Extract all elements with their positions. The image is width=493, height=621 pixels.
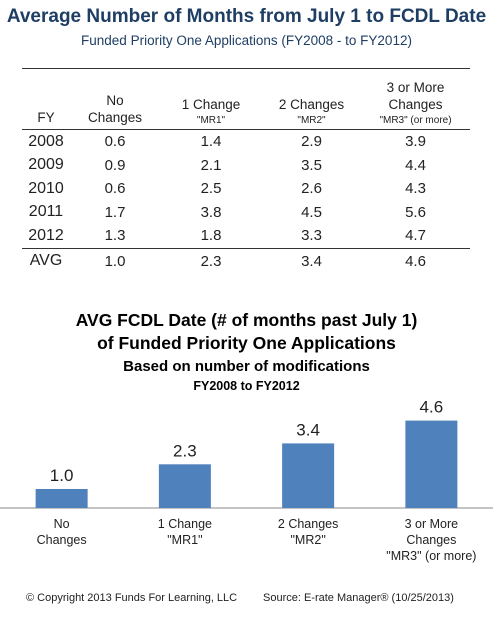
- data-label: 4.6: [420, 398, 444, 417]
- value-cell: 2.1: [200, 156, 222, 174]
- value-cell: 1.0: [104, 252, 126, 270]
- value-cell: 1.7: [104, 203, 126, 221]
- fy-cell: 2009: [28, 156, 64, 174]
- header-no-line2: Changes: [87, 110, 143, 126]
- fy-cell: 2011: [28, 203, 64, 221]
- category-label: Changes: [406, 533, 456, 547]
- category-label: No: [54, 517, 70, 531]
- value-cell: 3.3: [301, 227, 322, 245]
- table-header-row: FY No Changes 1 Change "MR1" 2 Changes "…: [22, 68, 470, 130]
- value-cell: 0.6: [104, 133, 126, 151]
- value-cell: 2.6: [301, 180, 322, 198]
- header-2-changes: 2 Changes "MR2": [278, 97, 345, 126]
- category-label: 2 Changes: [278, 517, 338, 531]
- value-cell: 2.3: [200, 252, 222, 270]
- value-cell: 4.6: [405, 252, 426, 270]
- fy-cell: 2012: [28, 226, 64, 244]
- value-cell: 1.8: [200, 227, 222, 245]
- chart-subtitle-2: FY2008 to FY2012: [193, 379, 300, 393]
- table-avg-row: AVG 1.0 2.3 3.4 4.6: [22, 248, 470, 274]
- category-label: "MR1": [167, 533, 202, 547]
- bar-chart: 1.0 No Changes 2.3 1 Change "MR1" 3.4 2 Changes…: [0, 398, 493, 563]
- header-no-line1: No: [106, 93, 124, 109]
- category-label: 1 Change: [158, 517, 212, 531]
- bar: [35, 489, 88, 508]
- category-label: "MR3" (or more): [386, 549, 476, 563]
- value-cell: 5.6: [405, 203, 426, 221]
- bar: [282, 443, 335, 508]
- value-cell: 3.4: [301, 252, 322, 270]
- table-row: 2012 1.3 1.8 3.3 4.7: [22, 224, 470, 248]
- value-cell: 4.4: [405, 156, 426, 174]
- chart-title: AVG FCDL Date (# of months past July 1): [75, 310, 418, 330]
- data-table: FY No Changes 1 Change "MR1" 2 Changes "…: [22, 68, 470, 274]
- header-3-line1: 3 or More: [386, 80, 445, 96]
- table-row: 2009 0.9 2.1 3.5 4.4: [22, 154, 470, 178]
- table-row: 2010 0.6 2.5 2.6 4.3: [22, 177, 470, 201]
- value-cell: 4.3: [405, 180, 426, 198]
- value-cell: 1.3: [104, 227, 126, 245]
- table-title: Average Number of Months from July 1 to …: [6, 6, 487, 27]
- value-cell: 3.9: [405, 133, 426, 151]
- chart-title-line2: of Funded Priority One Applications: [97, 333, 396, 353]
- data-label: 1.0: [50, 466, 74, 485]
- table-body: 2008 0.6 1.4 2.9 3.9 2009 0.9 2.1 3.5 4.4 2010 0.6 2…: [22, 130, 470, 274]
- value-cell: 4.5: [301, 203, 322, 221]
- value-cell: 3.8: [200, 203, 222, 221]
- value-cell: 4.7: [405, 227, 426, 245]
- value-cell: 2.9: [301, 133, 322, 151]
- header-fy: FY: [37, 110, 55, 126]
- chart-subtitle: Based on number of modifications: [123, 358, 370, 375]
- category-label: "MR2": [290, 533, 325, 547]
- table-row: 2008 0.6 1.4 2.9 3.9: [22, 130, 470, 154]
- source-text: Source: E-rate Manager® (10/25/2013): [263, 592, 454, 604]
- data-label: 3.4: [296, 420, 320, 439]
- fy-cell: AVG: [29, 252, 63, 269]
- category-label: 3 or More: [405, 517, 459, 531]
- table-subtitle: Funded Priority One Applications (FY2008…: [81, 33, 412, 48]
- bar: [405, 420, 458, 508]
- value-cell: 1.4: [200, 133, 222, 151]
- value-cell: 3.5: [301, 156, 322, 174]
- header-3-line2: Changes: [388, 97, 443, 113]
- table-row: 2011 1.7 3.8 4.5 5.6: [22, 201, 470, 225]
- fy-cell: 2010: [28, 179, 64, 197]
- header-1-change: 1 Change "MR1": [181, 97, 241, 126]
- header-3-or-more: 3 or More Changes "MR3" (or more): [379, 80, 452, 126]
- category-label: Changes: [37, 533, 87, 547]
- value-cell: 0.9: [104, 156, 126, 174]
- copyright-text: © Copyright 2013 Funds For Learning, LLC: [26, 592, 238, 604]
- data-label: 2.3: [173, 441, 197, 460]
- fy-cell: 2008: [28, 132, 64, 150]
- value-cell: 0.6: [104, 180, 126, 198]
- bar: [158, 464, 211, 508]
- header-no-changes: No Changes: [70, 69, 160, 130]
- value-cell: 2.5: [200, 180, 222, 198]
